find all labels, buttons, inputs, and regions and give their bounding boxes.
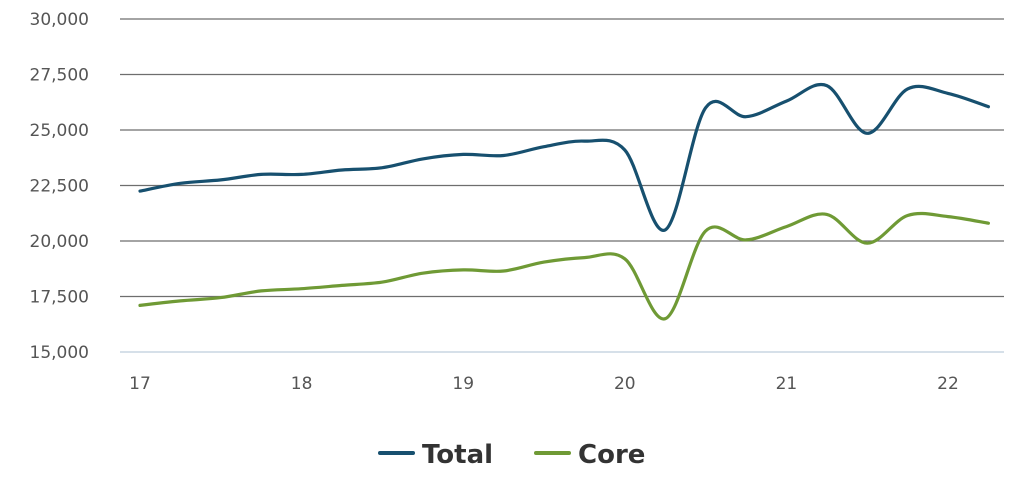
legend-label-core: Core [578,440,645,470]
x-tick-label: 18 [291,374,313,394]
y-tick-label: 20,000 [30,232,89,252]
x-tick-label: 20 [614,374,636,394]
series-line-total [138,82,990,232]
x-tick-label: 22 [937,374,959,394]
x-tick-label: 19 [452,374,474,394]
y-tick-label: 30,000 [30,10,89,30]
y-tick-label: 25,000 [30,121,89,141]
y-tick-label: 27,500 [30,66,89,86]
legend-label-total: Total [422,440,493,470]
y-tick-label: 15,000 [30,343,89,363]
series-line-core [138,211,990,321]
x-tick-label: 17 [129,374,151,394]
y-tick-label: 22,500 [30,177,89,197]
y-tick-label: 17,500 [30,288,89,308]
x-tick-label: 21 [776,374,798,394]
